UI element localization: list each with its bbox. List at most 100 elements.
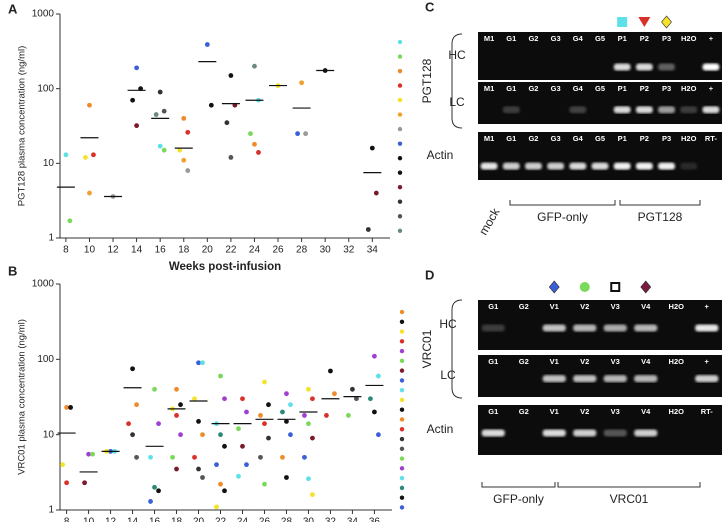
legend-marker	[399, 485, 405, 491]
data-point	[148, 499, 153, 504]
legend-marker	[397, 68, 403, 74]
lane-label: G1	[506, 34, 516, 43]
x-tick-label: 10	[84, 245, 96, 256]
x-tick-label: 30	[320, 245, 332, 256]
icon	[661, 15, 672, 29]
lane-label: G1	[506, 134, 516, 143]
icon	[617, 17, 628, 27]
data-point	[148, 454, 153, 460]
data-point	[83, 155, 88, 160]
band	[702, 106, 720, 114]
y-axis-title: VRC01 plasma concentration (ng/ml)	[17, 319, 28, 475]
data-point	[196, 419, 201, 424]
data-point	[280, 454, 285, 460]
lane-label: G2	[528, 134, 538, 143]
lane-label: G5	[595, 134, 605, 143]
data-point	[354, 396, 359, 402]
x-tick-label: 28	[281, 517, 293, 522]
data-point	[236, 473, 241, 479]
x-tick-label: 26	[259, 517, 271, 522]
x-tick-label: 36	[369, 517, 381, 522]
y-tick-label: 10	[43, 158, 55, 169]
data-point	[288, 432, 293, 438]
data-point	[373, 190, 379, 196]
icon	[548, 280, 560, 294]
data-point	[244, 409, 249, 415]
band	[603, 429, 627, 437]
data-point	[310, 492, 315, 498]
gel-image	[478, 132, 722, 180]
group-label: mock	[476, 205, 503, 238]
x-axis-title: Weeks post-infusion	[169, 261, 281, 273]
lane-label: P2	[640, 34, 649, 43]
x-tick-label: 12	[105, 517, 117, 522]
y-tick-label: 1	[48, 505, 54, 516]
band	[502, 162, 520, 170]
lane-label: G5	[595, 34, 605, 43]
lane-label: G3	[551, 134, 561, 143]
band	[658, 162, 675, 170]
legend-marker	[399, 387, 405, 393]
icon	[640, 280, 652, 294]
row-label: HC	[448, 48, 466, 62]
lane-label: P3	[662, 84, 671, 93]
data-point	[369, 145, 375, 151]
panel-label: D	[425, 267, 434, 282]
lane-label: +	[705, 302, 710, 311]
band	[658, 63, 675, 71]
band	[613, 106, 631, 114]
lane-label: P3	[662, 134, 671, 143]
data-point	[248, 131, 253, 137]
data-point	[228, 155, 234, 160]
band	[573, 324, 597, 332]
row-label: Actin	[427, 422, 454, 436]
panel-label: C	[425, 0, 435, 14]
data-point	[214, 462, 219, 468]
data-point	[178, 432, 183, 438]
band	[634, 324, 658, 332]
legend-marker	[397, 185, 403, 190]
x-tick-label: 34	[347, 517, 359, 522]
x-tick-label: 18	[178, 245, 190, 256]
data-point	[196, 360, 201, 366]
lane-label: V1	[550, 357, 559, 366]
data-point	[332, 391, 337, 397]
data-point	[130, 432, 135, 438]
lane-label: G2	[528, 84, 538, 93]
row-label: LC	[449, 95, 465, 109]
x-tick-label: 14	[131, 245, 143, 256]
legend-marker	[397, 39, 403, 45]
x-tick-label: 32	[343, 245, 355, 256]
lane-label: M1	[484, 34, 494, 43]
data-point	[91, 152, 96, 158]
data-point	[196, 466, 201, 472]
data-point	[200, 432, 205, 438]
legend-marker	[399, 348, 405, 354]
x-tick-label: 20	[202, 245, 214, 256]
data-point	[181, 157, 187, 163]
band	[502, 106, 520, 114]
band	[603, 324, 627, 332]
data-point	[328, 368, 333, 374]
data-point	[266, 402, 271, 408]
band	[542, 375, 566, 383]
data-point	[262, 421, 267, 427]
data-point	[376, 432, 381, 438]
x-tick-label: 24	[249, 245, 261, 256]
legend-marker	[397, 228, 403, 233]
legend-marker	[397, 199, 403, 204]
data-point	[181, 115, 187, 121]
data-point	[192, 396, 197, 402]
row-label: LC	[440, 368, 456, 382]
lane-label: G2	[519, 357, 529, 366]
x-tick-label: 16	[149, 517, 161, 522]
data-point	[208, 102, 214, 108]
lane-label: G3	[551, 34, 561, 43]
data-point	[310, 396, 315, 402]
band	[525, 162, 542, 170]
legend-marker	[397, 126, 403, 132]
x-tick-label: 18	[171, 517, 183, 522]
data-point	[222, 443, 227, 449]
band	[635, 162, 653, 170]
